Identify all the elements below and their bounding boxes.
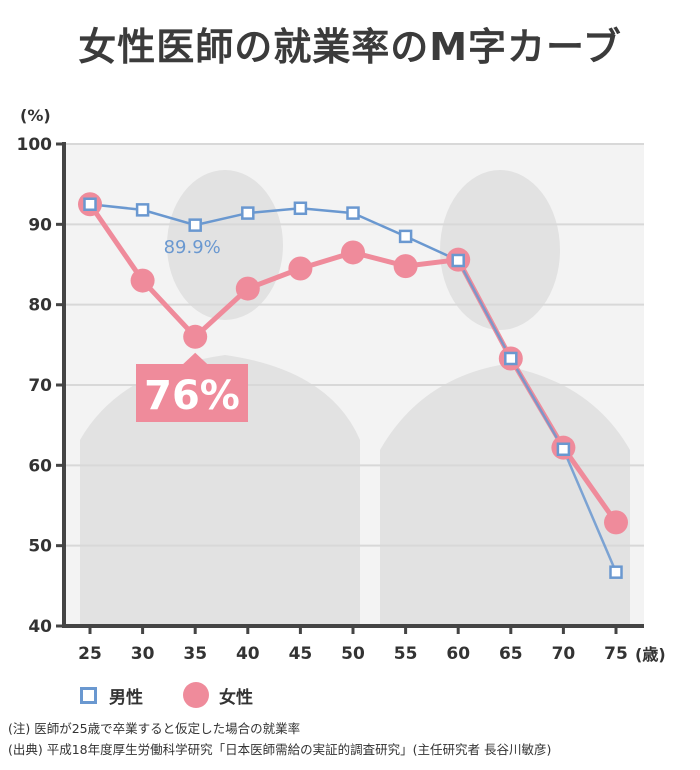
y-tick-label-50: 50: [28, 537, 52, 557]
male-point-45: [293, 201, 308, 216]
chart-title: 女性医師の就業率のM字カーブ: [78, 25, 622, 69]
y-tick-label-60: 60: [28, 456, 52, 476]
female-point-40: [235, 276, 260, 301]
female-35-callout-box: [136, 352, 248, 422]
legend-female-label: 女性: [219, 687, 253, 708]
note-assumption: (注) 医師が25歳で卒業すると仮定した場合の就業率: [8, 721, 301, 736]
female-point-55: [393, 254, 418, 279]
x-unit-label: (歳): [635, 645, 666, 664]
female-35-callout-label: 76%: [144, 373, 240, 419]
notes: (注) 医師が25歳で卒業すると仮定した場合の就業率 (出典) 平成18年度厚生…: [8, 718, 551, 760]
male-point-65: [504, 351, 518, 366]
y-tick-label-90: 90: [28, 215, 52, 235]
male-35-value-label: 89.9%: [164, 237, 221, 258]
male-point-30: [135, 203, 150, 217]
male-point-50: [346, 206, 360, 220]
x-tick-label-35: 35: [183, 644, 207, 664]
x-tick-label-70: 70: [552, 644, 576, 664]
male-point-25: [83, 197, 97, 211]
male-point-35: [188, 218, 202, 232]
female-point-50: [341, 240, 365, 265]
legend-female-circle-icon: [183, 682, 209, 708]
male-point-75: [609, 565, 623, 579]
y-tick-label-70: 70: [28, 376, 52, 396]
y-tick-label-40: 40: [28, 617, 52, 637]
series-line-male-tail: [457, 259, 618, 573]
axes: [56, 142, 644, 634]
x-tick-label-60: 60: [446, 644, 470, 664]
x-tick-label-30: 30: [131, 644, 155, 664]
female-point-45: [288, 256, 313, 281]
male-point-40: [241, 206, 255, 220]
x-tick-label-55: 55: [394, 644, 418, 664]
x-tick-label-40: 40: [236, 644, 260, 664]
male-point-60: [451, 253, 465, 268]
x-tick-label-25: 25: [78, 644, 102, 664]
x-tick-label-45: 45: [289, 644, 313, 664]
annotations: 89.9% 76%: [136, 237, 248, 422]
x-tick-label-50: 50: [341, 644, 365, 664]
female-point-75: [604, 510, 628, 535]
y-tick-label-100: 100: [17, 135, 53, 155]
note-source: (出典) 平成18年度厚生労働科学研究「日本医師需給の実証的調査研究」(主任研究…: [8, 742, 552, 757]
male-point-70: [556, 442, 571, 457]
legend: 男性 女性: [80, 680, 293, 710]
male-point-55: [398, 229, 413, 244]
x-tick-label-65: 65: [499, 644, 523, 664]
chart-svg: 40 50 60 70 80 90 100 25 30 35 40 45 50 55 60 65 70 75 8…: [17, 106, 666, 664]
female-point-35: [183, 324, 208, 349]
legend-item-female: 女性: [183, 682, 253, 708]
series-markers: [78, 192, 628, 579]
silhouettes: [80, 170, 630, 626]
legend-item-male: 男性: [80, 683, 143, 708]
legend-male-label: 男性: [109, 687, 143, 708]
legend-male-square-icon: [80, 686, 97, 704]
x-tick-labels: 25 30 35 40 45 50 55 60 65 70 75: [78, 644, 628, 664]
x-tick-label-75: 75: [604, 644, 628, 664]
y-tick-label-80: 80: [28, 296, 52, 316]
female-point-30: [130, 268, 155, 293]
y-unit-label: (%): [20, 106, 51, 125]
series-line-male: [89, 203, 459, 262]
y-tick-labels: 40 50 60 70 80 90 100: [17, 135, 53, 637]
